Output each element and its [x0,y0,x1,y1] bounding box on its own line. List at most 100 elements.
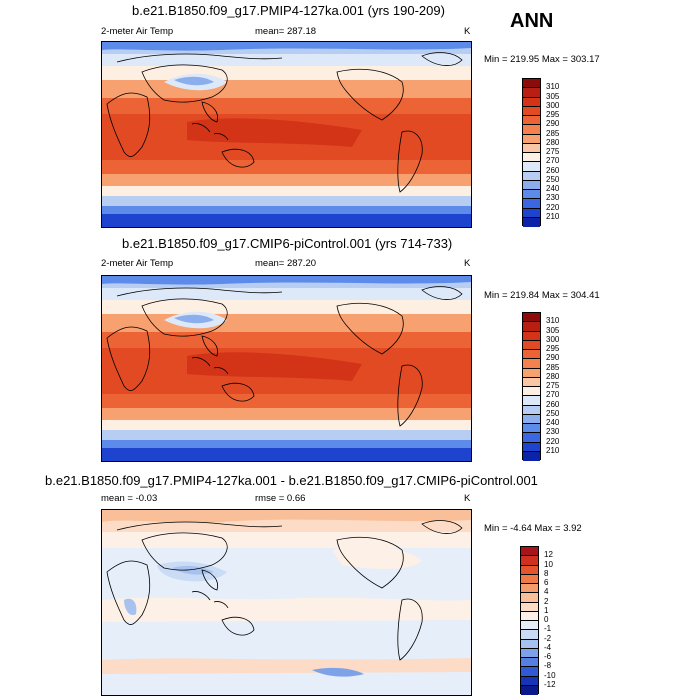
panel-2-mean-label: mean= 287.20 [255,258,317,269]
panel-2-colorbar [522,312,541,461]
panel-3-map-svg [102,510,471,695]
colorbar-tick-label: 280 [546,137,560,147]
colorbar-tick-label: 250 [546,408,560,418]
colorbar-swatch [523,433,540,443]
colorbar-swatch [523,180,540,190]
colorbar-tick-label: 210 [546,211,560,221]
colorbar-tick-label: 270 [546,390,560,400]
colorbar-swatch [523,162,540,172]
colorbar-tick-label: 285 [546,362,560,372]
colorbar-swatch [521,648,538,658]
colorbar-swatch [523,424,540,434]
colorbar-tick-label: -2 [544,633,552,643]
colorbar-swatch [521,565,538,575]
colorbar-swatch [521,676,538,686]
colorbar-tick-label: 300 [546,100,560,110]
colorbar-swatch [521,611,538,621]
colorbar-tick-label: 220 [546,202,560,212]
colorbar-tick-label: 295 [546,110,560,119]
colorbar-swatch [521,639,538,649]
colorbar-swatch [521,556,538,566]
colorbar-tick-label: -6 [544,652,552,661]
panel-1-colorbar [522,78,541,227]
colorbar-tick-label: 12 [544,550,553,560]
colorbar-swatch [523,106,540,116]
colorbar-swatch [523,88,540,98]
colorbar-tick-label: 4 [544,587,549,597]
colorbar-swatch [523,442,540,452]
panel-1-mean-label: mean= 287.18 [255,26,317,37]
colorbar-swatch [523,368,540,378]
colorbar-swatch [521,574,538,584]
panel-3-minmax-label: Min = -4.64 Max = 3.92 [484,523,582,534]
colorbar-swatch [523,313,540,323]
colorbar-swatch [521,685,538,695]
colorbar-tick-label: 240 [546,418,560,427]
colorbar-tick-label: -10 [544,670,556,680]
panel-1-units-label: K [464,26,471,37]
colorbar-swatch [523,125,540,135]
colorbar-tick-label: 2 [544,596,549,606]
colorbar-tick-label: 260 [546,399,560,409]
colorbar-swatch [523,199,540,209]
panel-1-minmax-label: Min = 219.95 Max = 303.17 [484,54,600,65]
colorbar-tick-label: -1 [544,624,552,634]
colorbar-tick-label: 310 [546,82,560,92]
colorbar-tick-label: 290 [546,119,560,129]
colorbar-swatch [523,208,540,218]
colorbar-swatch [523,405,540,415]
colorbar-swatch [521,667,538,677]
colorbar-tick-label: 280 [546,371,560,381]
colorbar-tick-label: 8 [544,568,549,578]
colorbar-swatch [523,134,540,144]
panel-2-variable-label: 2-meter Air Temp [101,258,174,269]
colorbar-swatch [521,602,538,612]
panel-2-title: b.e21.B1850.f09_g17.CMIP6-piControl.001 … [122,236,453,251]
colorbar-tick-label: 290 [546,353,560,363]
season-label: ANN [510,10,554,32]
colorbar-tick-label: 285 [546,128,560,138]
colorbar-tick-label: 220 [546,436,560,446]
colorbar-tick-label: 305 [546,91,560,101]
colorbar-swatch [523,143,540,153]
panel-2-units-label: K [464,258,471,269]
colorbar-swatch [523,350,540,360]
panel-2-map-svg [102,276,471,461]
colorbar-swatch [521,630,538,640]
colorbar-swatch [523,331,540,341]
panel-2-temperature-map [101,275,472,462]
colorbar-tick-label: 0 [544,615,549,624]
panel-3-units-label: K [464,493,471,504]
colorbar-tick-label: 230 [546,427,560,437]
panel-1-map-svg [102,42,471,227]
colorbar-tick-label: 275 [546,147,560,156]
colorbar-swatch [523,396,540,406]
panel-3-title: b.e21.B1850.f09_g17.PMIP4-127ka.001 - b.… [45,473,538,488]
colorbar-tick-label: 250 [546,174,560,184]
colorbar-swatch [523,451,540,461]
colorbar-swatch [523,97,540,107]
colorbar-swatch [523,387,540,397]
colorbar-tick-label: -12 [544,679,556,689]
colorbar-tick-label: 310 [546,316,560,326]
colorbar-tick-label: 305 [546,325,560,335]
colorbar-swatch [523,171,540,181]
panel-1-variable-label: 2-meter Air Temp [101,26,174,37]
colorbar-swatch [521,547,538,557]
colorbar-swatch [523,116,540,126]
colorbar-tick-label: 270 [546,156,560,166]
colorbar-swatch [523,153,540,163]
colorbar-swatch [523,190,540,200]
colorbar-tick-label: -4 [544,642,552,652]
colorbar-tick-label: 275 [546,381,560,390]
panel-3-mean-label: mean = -0.03 [101,493,158,504]
colorbar-tick-label: 10 [544,559,553,569]
colorbar-swatch [523,377,540,387]
colorbar-tick-label: 6 [544,578,549,587]
colorbar-tick-label: 240 [546,184,560,193]
colorbar-swatch [521,584,538,594]
colorbar-swatch [523,340,540,350]
colorbar-tick-label: 295 [546,344,560,353]
colorbar-swatch [521,593,538,603]
colorbar-swatch [521,658,538,668]
